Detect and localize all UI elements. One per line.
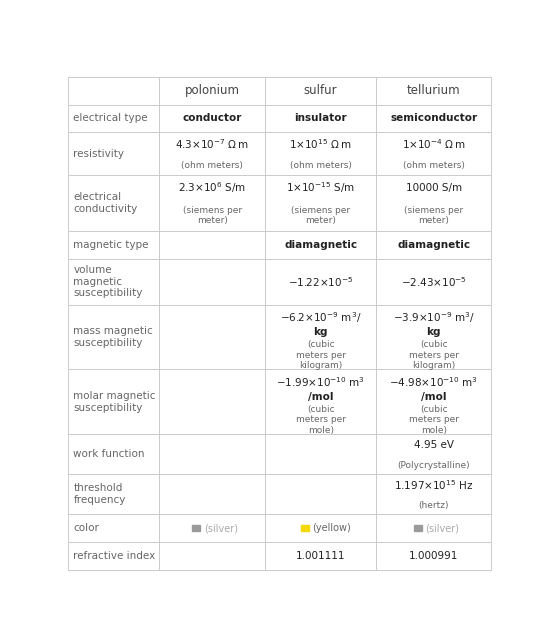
Text: molar magnetic
susceptibility: molar magnetic susceptibility xyxy=(73,391,156,413)
Text: $-3.9{\times}10^{-9}$ m$^3$/: $-3.9{\times}10^{-9}$ m$^3$/ xyxy=(393,310,475,325)
Text: $4.3{\times}10^{-7}\ \Omega\,$m: $4.3{\times}10^{-7}\ \Omega\,$m xyxy=(175,138,249,151)
Text: (siemens per
meter): (siemens per meter) xyxy=(182,205,242,225)
Text: (silver): (silver) xyxy=(425,523,460,533)
Text: color: color xyxy=(73,523,99,533)
Bar xyxy=(414,525,422,531)
Text: diamagnetic: diamagnetic xyxy=(284,239,357,250)
Text: diamagnetic: diamagnetic xyxy=(397,239,471,250)
Text: (hertz): (hertz) xyxy=(419,501,449,510)
Text: refractive index: refractive index xyxy=(73,551,156,561)
Text: (cubic
meters per
kilogram): (cubic meters per kilogram) xyxy=(295,340,346,370)
Text: $1{\times}10^{-4}\ \Omega\,$m: $1{\times}10^{-4}\ \Omega\,$m xyxy=(402,138,466,151)
Text: 4.95 eV: 4.95 eV xyxy=(414,440,454,451)
Text: mass magnetic
susceptibility: mass magnetic susceptibility xyxy=(73,326,153,348)
Text: sulfur: sulfur xyxy=(304,84,337,97)
Text: 10000 S/m: 10000 S/m xyxy=(406,182,462,193)
Text: $2.3{\times}10^{6}$ S/m: $2.3{\times}10^{6}$ S/m xyxy=(178,180,246,195)
Text: (siemens per
meter): (siemens per meter) xyxy=(404,205,464,225)
Text: tellurium: tellurium xyxy=(407,84,461,97)
Text: $1{\times}10^{-15}$ S/m: $1{\times}10^{-15}$ S/m xyxy=(286,180,355,195)
Text: (siemens per
meter): (siemens per meter) xyxy=(291,205,350,225)
Text: $-2.43{\times}10^{-5}$: $-2.43{\times}10^{-5}$ xyxy=(401,275,467,289)
Text: (cubic
meters per
mole): (cubic meters per mole) xyxy=(409,405,459,435)
Text: $-6.2{\times}10^{-9}$ m$^3$/: $-6.2{\times}10^{-9}$ m$^3$/ xyxy=(280,310,361,325)
Text: (cubic
meters per
kilogram): (cubic meters per kilogram) xyxy=(409,340,459,370)
Text: magnetic type: magnetic type xyxy=(73,239,149,250)
Text: kg: kg xyxy=(426,327,441,337)
Text: (silver): (silver) xyxy=(204,523,238,533)
Text: polonium: polonium xyxy=(185,84,240,97)
Text: /mol: /mol xyxy=(308,392,334,401)
Text: (ohm meters): (ohm meters) xyxy=(290,161,352,170)
Text: $-1.99{\times}10^{-10}$ m$^3$: $-1.99{\times}10^{-10}$ m$^3$ xyxy=(276,376,365,389)
Text: $1.197{\times}10^{15}$ Hz: $1.197{\times}10^{15}$ Hz xyxy=(394,479,473,492)
Text: 1.001111: 1.001111 xyxy=(296,551,346,561)
Text: (cubic
meters per
mole): (cubic meters per mole) xyxy=(295,405,346,435)
Text: (Polycrystalline): (Polycrystalline) xyxy=(397,461,470,470)
Text: semiconductor: semiconductor xyxy=(390,113,477,124)
Text: volume
magnetic
susceptibility: volume magnetic susceptibility xyxy=(73,265,143,298)
Text: conductor: conductor xyxy=(182,113,242,124)
Text: $-1.22{\times}10^{-5}$: $-1.22{\times}10^{-5}$ xyxy=(288,275,353,289)
Text: (ohm meters): (ohm meters) xyxy=(181,161,243,170)
Text: kg: kg xyxy=(313,327,328,337)
Text: $1{\times}10^{15}\ \Omega\,$m: $1{\times}10^{15}\ \Omega\,$m xyxy=(289,138,352,151)
Text: insulator: insulator xyxy=(294,113,347,124)
Text: electrical
conductivity: electrical conductivity xyxy=(73,192,138,214)
Bar xyxy=(192,525,200,531)
Text: threshold
frequency: threshold frequency xyxy=(73,483,126,505)
Text: $-4.98{\times}10^{-10}$ m$^3$: $-4.98{\times}10^{-10}$ m$^3$ xyxy=(389,376,478,389)
Text: electrical type: electrical type xyxy=(73,113,148,124)
Text: resistivity: resistivity xyxy=(73,148,124,159)
Text: 1.000991: 1.000991 xyxy=(409,551,459,561)
Text: /mol: /mol xyxy=(421,392,447,401)
Text: work function: work function xyxy=(73,449,145,459)
Text: (yellow): (yellow) xyxy=(312,523,351,533)
Bar xyxy=(300,525,309,531)
Text: (ohm meters): (ohm meters) xyxy=(403,161,465,170)
